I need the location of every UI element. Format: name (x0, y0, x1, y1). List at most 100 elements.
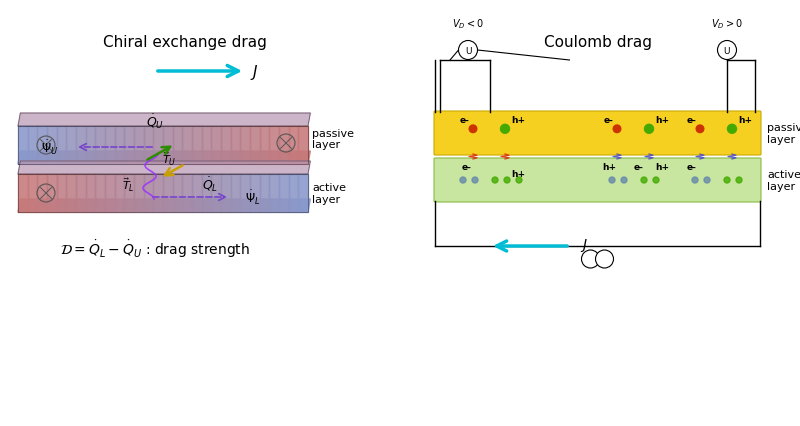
Polygon shape (230, 175, 240, 213)
Polygon shape (279, 199, 291, 213)
Polygon shape (230, 199, 242, 213)
Text: e-: e- (604, 115, 614, 124)
Text: $\dot{\Psi}_L$: $\dot{\Psi}_L$ (245, 188, 261, 207)
FancyBboxPatch shape (434, 112, 761, 155)
Circle shape (582, 250, 599, 268)
Polygon shape (240, 175, 250, 213)
Polygon shape (289, 127, 298, 164)
Polygon shape (57, 127, 66, 164)
Polygon shape (66, 127, 76, 164)
Polygon shape (86, 175, 95, 213)
Polygon shape (95, 175, 105, 213)
Text: active
layer: active layer (767, 170, 800, 191)
Polygon shape (38, 199, 50, 213)
Polygon shape (144, 152, 156, 164)
Polygon shape (18, 152, 30, 164)
Polygon shape (182, 199, 194, 213)
Polygon shape (202, 152, 214, 164)
Polygon shape (28, 152, 40, 164)
Circle shape (504, 178, 510, 184)
Polygon shape (260, 199, 272, 213)
Polygon shape (76, 199, 88, 213)
Polygon shape (279, 175, 289, 213)
Polygon shape (86, 127, 95, 164)
Polygon shape (114, 127, 124, 164)
Polygon shape (95, 127, 105, 164)
Circle shape (645, 125, 654, 134)
Polygon shape (144, 199, 156, 213)
Polygon shape (173, 152, 185, 164)
Polygon shape (173, 175, 182, 213)
Polygon shape (182, 152, 194, 164)
Text: h+: h+ (511, 115, 525, 124)
Polygon shape (250, 199, 262, 213)
Circle shape (641, 178, 647, 184)
Circle shape (516, 178, 522, 184)
Polygon shape (202, 175, 211, 213)
Circle shape (718, 41, 737, 60)
Polygon shape (134, 199, 146, 213)
Polygon shape (105, 199, 117, 213)
Polygon shape (289, 175, 298, 213)
Polygon shape (173, 127, 182, 164)
Polygon shape (270, 152, 282, 164)
Polygon shape (38, 152, 50, 164)
Polygon shape (240, 199, 252, 213)
Polygon shape (289, 152, 301, 164)
Text: $\dot{Q}_U$: $\dot{Q}_U$ (146, 112, 164, 131)
Text: $J$: $J$ (250, 62, 258, 81)
Polygon shape (298, 127, 308, 164)
Polygon shape (279, 152, 291, 164)
Text: e-: e- (687, 115, 697, 124)
Polygon shape (240, 152, 252, 164)
Polygon shape (105, 127, 114, 164)
Polygon shape (154, 199, 166, 213)
Text: $\dot{\Psi}_U$: $\dot{\Psi}_U$ (41, 138, 58, 157)
Polygon shape (154, 152, 166, 164)
Polygon shape (182, 127, 192, 164)
Polygon shape (114, 152, 126, 164)
FancyBboxPatch shape (434, 158, 761, 202)
Polygon shape (18, 114, 310, 127)
Circle shape (472, 178, 478, 184)
Polygon shape (134, 175, 144, 213)
Text: $J$: $J$ (580, 237, 588, 254)
Polygon shape (202, 127, 211, 164)
Polygon shape (86, 152, 98, 164)
Polygon shape (86, 199, 98, 213)
Polygon shape (211, 152, 223, 164)
Polygon shape (144, 175, 154, 213)
Text: Chiral exchange drag: Chiral exchange drag (103, 35, 267, 49)
Text: U: U (465, 46, 471, 55)
Polygon shape (192, 175, 202, 213)
Polygon shape (105, 152, 117, 164)
Polygon shape (134, 152, 146, 164)
Polygon shape (124, 127, 134, 164)
Text: h+: h+ (655, 115, 669, 124)
Polygon shape (240, 127, 250, 164)
Polygon shape (18, 127, 28, 164)
Polygon shape (298, 199, 310, 213)
Circle shape (501, 125, 510, 134)
Text: $\mathcal{D} = \dot{Q}_L - \dot{Q}_U$ : drag strength: $\mathcal{D} = \dot{Q}_L - \dot{Q}_U$ : … (60, 238, 250, 259)
Polygon shape (114, 199, 126, 213)
Polygon shape (298, 175, 308, 213)
Polygon shape (28, 175, 38, 213)
Polygon shape (260, 127, 270, 164)
Polygon shape (192, 199, 204, 213)
Polygon shape (221, 152, 233, 164)
Polygon shape (134, 127, 144, 164)
Text: passive
layer: passive layer (312, 128, 354, 150)
Polygon shape (192, 127, 202, 164)
Polygon shape (66, 175, 76, 213)
Polygon shape (211, 127, 221, 164)
Polygon shape (28, 199, 40, 213)
Polygon shape (95, 152, 107, 164)
Polygon shape (144, 127, 154, 164)
Polygon shape (211, 175, 221, 213)
Circle shape (458, 41, 478, 60)
Polygon shape (163, 152, 175, 164)
Polygon shape (47, 152, 59, 164)
Polygon shape (270, 127, 279, 164)
Text: $V_D<0$: $V_D<0$ (452, 17, 484, 31)
